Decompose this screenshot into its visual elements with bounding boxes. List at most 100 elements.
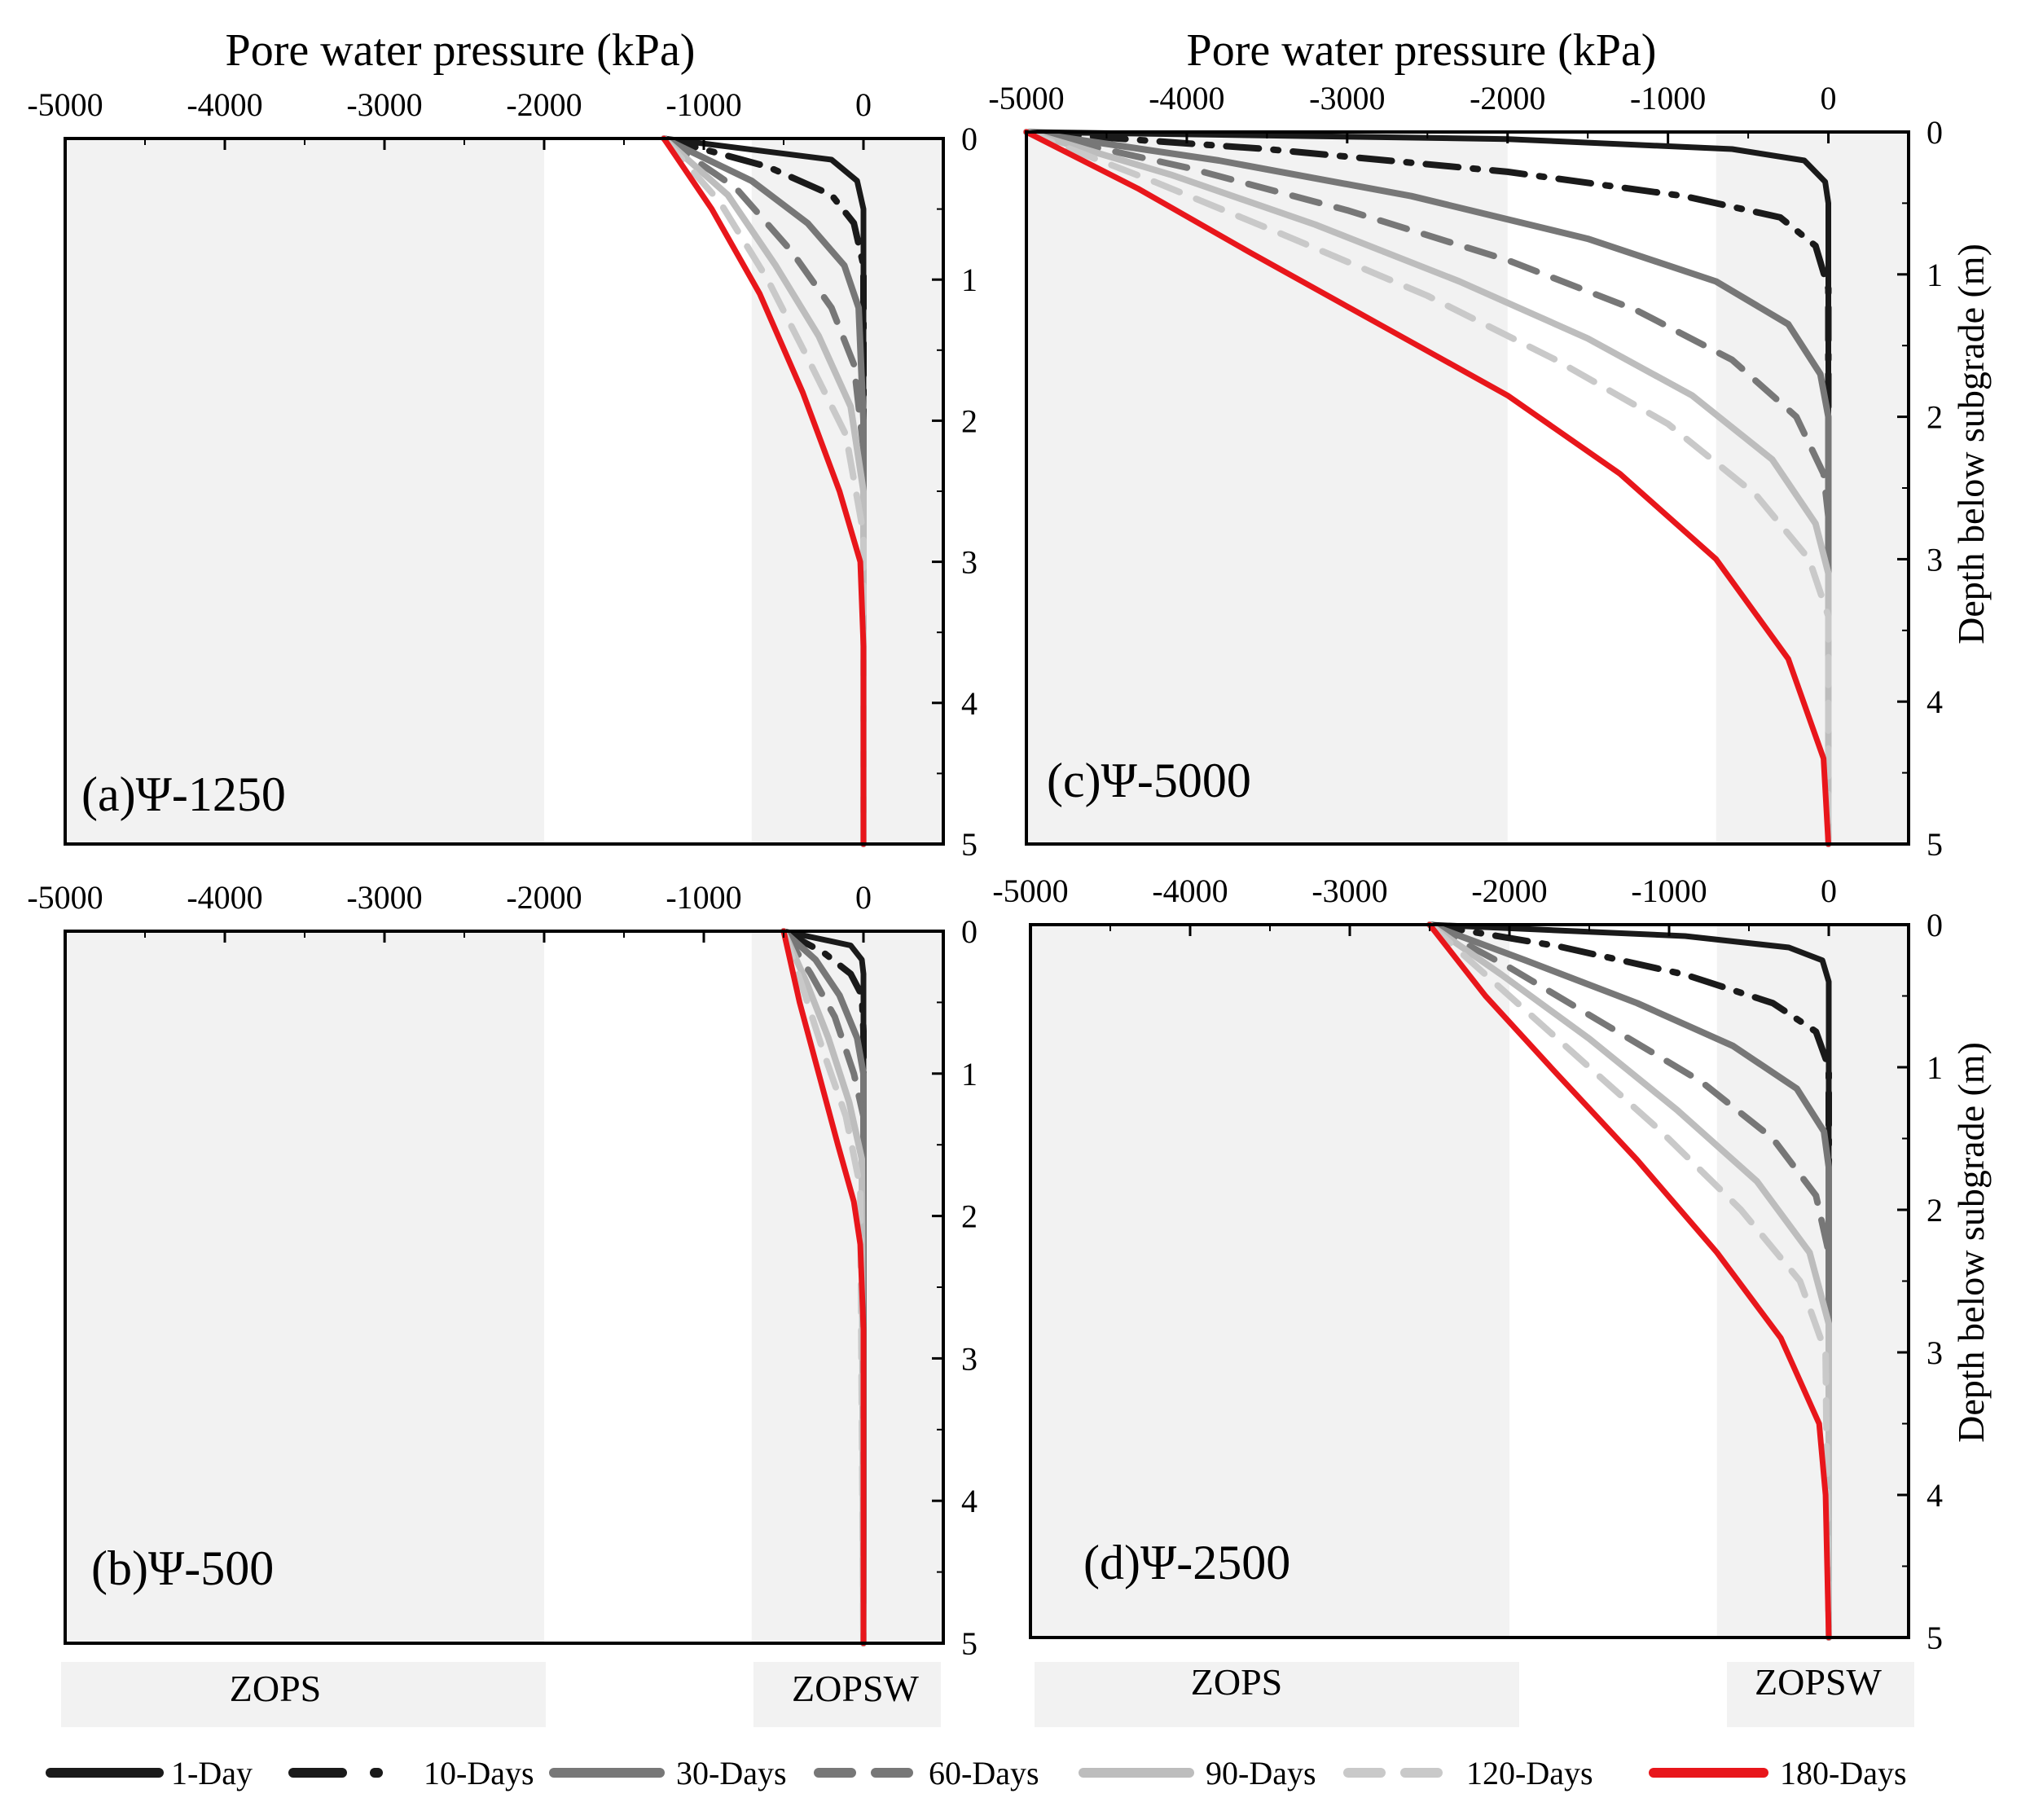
x-tick-label: 0 (855, 86, 872, 123)
x-tick-label: -1000 (666, 879, 741, 916)
series-line-30-days (1023, 129, 1832, 847)
x-tick-label: -1000 (1631, 873, 1707, 909)
y-tick-label: 5 (1927, 826, 1943, 863)
panel-label-d: (d)Ψ-2500 (1083, 1536, 1290, 1589)
y-tick-label: 4 (961, 685, 978, 722)
y-tick-label: 4 (1927, 684, 1943, 720)
x-tick-label: -3000 (346, 879, 422, 916)
panel-label-c: (c)Ψ-5000 (1047, 754, 1251, 807)
x-tick-label: -3000 (346, 86, 422, 123)
legend-label-1-day: 1-Day (171, 1755, 253, 1791)
y-axis-title-bottom: Depth below subgrade (m) (1950, 1042, 1992, 1443)
zopsw-label-right: ZOPSW (1755, 1661, 1882, 1703)
x-tick-label: -1000 (666, 86, 741, 123)
x-tick-label: 0 (1821, 80, 1837, 116)
zops-strip-left (61, 1662, 546, 1727)
series-line-180-days (661, 135, 867, 847)
x-axis-title-left: Pore water pressure (kPa) (226, 25, 696, 76)
x-tick-label: -4000 (187, 879, 262, 916)
legend-label-10-days: 10-Days (424, 1755, 534, 1791)
zopsw-strip-right (1727, 1662, 1914, 1727)
x-axis-title-right: Pore water pressure (kPa) (1187, 25, 1657, 76)
x-tick-label: -2000 (506, 879, 582, 916)
zone-shade-zops (65, 931, 544, 1643)
zone-shade-zops (1030, 925, 1509, 1638)
y-tick-label: 1 (1927, 257, 1943, 293)
series-line-180-days (1426, 921, 1832, 1641)
series-line-120-days (1023, 129, 1832, 847)
series-line-60-days (1023, 129, 1832, 847)
panel-label-b: (b)Ψ-500 (91, 1541, 274, 1595)
y-tick-label: 4 (1927, 1477, 1943, 1514)
legend-label-90-days: 90-Days (1206, 1755, 1316, 1791)
series-line-10-days (1023, 129, 1832, 847)
y-tick-label: 1 (1927, 1049, 1943, 1086)
y-tick-label: 1 (961, 262, 978, 298)
series-line-30-days (661, 135, 867, 847)
x-tick-label: -4000 (187, 86, 262, 123)
series-line-90-days (661, 135, 867, 847)
y-tick-label: 1 (961, 1056, 978, 1092)
series-line-10-days (1426, 921, 1832, 1641)
y-tick-label: 3 (961, 544, 978, 581)
y-tick-label: 5 (961, 1625, 978, 1662)
y-tick-label: 4 (961, 1483, 978, 1519)
x-tick-label: -3000 (1309, 80, 1385, 116)
x-tick-label: -3000 (1311, 873, 1387, 909)
x-tick-label: -5000 (992, 873, 1068, 909)
zops-label-left: ZOPS (230, 1668, 321, 1709)
x-tick-label: -5000 (27, 86, 103, 123)
y-tick-label: 5 (961, 826, 978, 863)
x-tick-label: -1000 (1630, 80, 1706, 116)
zone-shade-zopsw (751, 931, 943, 1643)
x-tick-label: -2000 (1471, 873, 1547, 909)
series-line-120-days (1426, 921, 1832, 1641)
y-tick-label: 3 (961, 1340, 978, 1377)
y-tick-label: 0 (961, 913, 978, 950)
zops-label-right: ZOPS (1191, 1661, 1282, 1703)
zone-shade-zops (65, 138, 544, 844)
y-tick-label: 3 (1927, 1334, 1943, 1371)
x-tick-label: 0 (855, 879, 872, 916)
x-tick-label: -4000 (1149, 80, 1224, 116)
x-tick-label: 0 (1821, 873, 1837, 909)
series-line-120-days (661, 135, 867, 847)
zops-strip-right (1035, 1662, 1519, 1727)
y-tick-label: 0 (961, 121, 978, 157)
legend-label-60-days: 60-Days (929, 1755, 1039, 1791)
y-tick-label: 0 (1927, 907, 1943, 943)
y-tick-label: 5 (1927, 1620, 1943, 1656)
zopsw-strip-left (753, 1662, 941, 1727)
series-line-90-days (1426, 921, 1832, 1641)
y-tick-label: 2 (1927, 1192, 1943, 1229)
x-tick-label: -5000 (27, 879, 103, 916)
zone-shade-zops (1026, 132, 1508, 844)
panel-c: -5000 -4000 -3000 -2000 -1000 0 0 1 2 3 4 5 (c)Ψ-500… (988, 80, 1943, 863)
series-line-10-days (780, 928, 867, 1646)
y-tick-label: 2 (961, 1198, 978, 1235)
series-line-60-days (1426, 921, 1832, 1641)
zone-shade-zopsw (751, 138, 943, 844)
y-tick-label: 0 (1927, 114, 1943, 151)
x-tick-label: -2000 (506, 86, 582, 123)
x-tick-label: -2000 (1470, 80, 1545, 116)
panel-b: -5000 -4000 -3000 -2000 -1000 0 0 1 2 3 4 5 (b)Ψ-500 (27, 879, 978, 1662)
series-line-180-days (780, 928, 867, 1646)
series-line-180-days (1023, 129, 1831, 847)
series-line-60-days (661, 135, 867, 847)
legend-label-180-days: 180-Days (1780, 1755, 1907, 1791)
y-tick-label: 2 (1927, 399, 1943, 436)
zopsw-label-left: ZOPSW (792, 1668, 919, 1709)
y-axis-title-top: Depth below subgrade (m) (1950, 244, 1992, 644)
legend: 1-Day 10-Days 30-Days 60-Days 90-Days 120-Day… (46, 1755, 1907, 1791)
panel-a: -5000 -4000 -3000 -2000 -1000 0 0 1 2 3 4 5 (a)Ψ-125… (27, 86, 978, 863)
legend-label-30-days: 30-Days (676, 1755, 787, 1791)
series-line-30-days (1426, 921, 1832, 1641)
panel-label-a: (a)Ψ-1250 (81, 767, 286, 821)
panels: -5000 -4000 -3000 -2000 -1000 0 0 1 2 3 4 5 (a)Ψ-125… (27, 80, 1943, 1662)
x-tick-label: -5000 (988, 80, 1064, 116)
zone-shade-zopsw (1716, 925, 1909, 1638)
series-line-90-days (1023, 129, 1832, 847)
x-tick-label: -4000 (1152, 873, 1228, 909)
